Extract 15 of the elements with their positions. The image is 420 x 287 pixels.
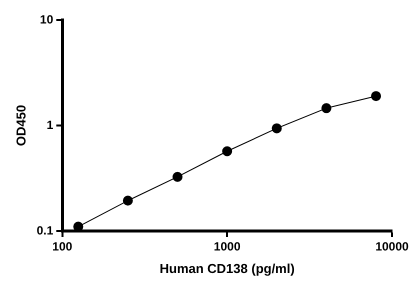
x-tick-label: 10000	[375, 240, 410, 254]
point	[321, 103, 332, 114]
x-tick-label: 100	[52, 240, 73, 254]
point	[73, 222, 84, 231]
y-tick-label: 1	[46, 118, 54, 132]
point	[122, 196, 133, 206]
x-tick-label: 1000	[214, 240, 241, 254]
y-axis-title: OD450	[13, 104, 28, 146]
point	[272, 123, 282, 134]
x-axis-title: Human CD138 (pg/ml)	[160, 260, 295, 276]
point	[371, 91, 382, 102]
point	[172, 172, 183, 182]
point	[222, 146, 232, 156]
y-tick-label: 10	[40, 12, 54, 26]
y-tick-label: 0.1	[36, 223, 54, 238]
